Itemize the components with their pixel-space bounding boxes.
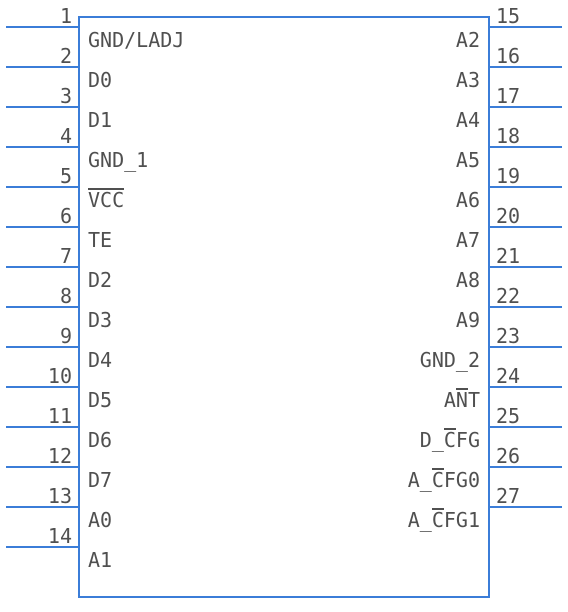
pin-label-right-24: ANT <box>260 388 480 412</box>
pin-label-right-16: A3 <box>260 68 480 92</box>
pin-label-left-5: VCC <box>88 188 288 212</box>
pin-label-left-1: GND/LADJ <box>88 28 288 52</box>
pin-number-16: 16 <box>496 44 556 68</box>
pin-number-12: 12 <box>6 444 72 468</box>
pin-number-26: 26 <box>496 444 556 468</box>
pin-number-9: 9 <box>6 324 72 348</box>
pin-label-left-14: A1 <box>88 548 288 572</box>
pin-number-21: 21 <box>496 244 556 268</box>
pin-number-10: 10 <box>6 364 72 388</box>
pin-label-right-19: A6 <box>260 188 480 212</box>
pin-label-left-3: D1 <box>88 108 288 132</box>
overline <box>432 468 444 470</box>
pin-label-left-11: D6 <box>88 428 288 452</box>
pin-label-left-2: D0 <box>88 68 288 92</box>
overline <box>88 188 124 190</box>
pin-label-right-17: A4 <box>260 108 480 132</box>
pin-number-23: 23 <box>496 324 556 348</box>
pin-label-right-20: A7 <box>260 228 480 252</box>
pin-number-17: 17 <box>496 84 556 108</box>
pin-number-8: 8 <box>6 284 72 308</box>
pin-label-right-27: A_CFG1 <box>260 508 480 532</box>
pin-label-right-21: A8 <box>260 268 480 292</box>
pin-label-left-13: A0 <box>88 508 288 532</box>
pin-number-11: 11 <box>6 404 72 428</box>
pin-number-19: 19 <box>496 164 556 188</box>
pin-number-14: 14 <box>6 524 72 548</box>
pin-number-13: 13 <box>6 484 72 508</box>
overline <box>432 508 444 510</box>
pin-label-left-6: TE <box>88 228 288 252</box>
pin-label-right-15: A2 <box>260 28 480 52</box>
pin-number-22: 22 <box>496 284 556 308</box>
overline <box>456 388 468 390</box>
pin-number-15: 15 <box>496 4 556 28</box>
pin-label-right-18: A5 <box>260 148 480 172</box>
pin-label-left-10: D5 <box>88 388 288 412</box>
pin-number-2: 2 <box>6 44 72 68</box>
pin-label-right-22: A9 <box>260 308 480 332</box>
pin-label-left-9: D4 <box>88 348 288 372</box>
overline <box>444 428 456 430</box>
pin-number-27: 27 <box>496 484 556 508</box>
pin-number-7: 7 <box>6 244 72 268</box>
pin-number-24: 24 <box>496 364 556 388</box>
pin-number-3: 3 <box>6 84 72 108</box>
pin-label-right-26: A_CFG0 <box>260 468 480 492</box>
pin-number-18: 18 <box>496 124 556 148</box>
pin-number-20: 20 <box>496 204 556 228</box>
pin-label-left-12: D7 <box>88 468 288 492</box>
pin-label-right-25: D_CFG <box>260 428 480 452</box>
pin-number-4: 4 <box>6 124 72 148</box>
pin-number-6: 6 <box>6 204 72 228</box>
pin-number-5: 5 <box>6 164 72 188</box>
pin-label-left-7: D2 <box>88 268 288 292</box>
pin-label-left-8: D3 <box>88 308 288 332</box>
pin-label-right-23: GND_2 <box>260 348 480 372</box>
pin-number-1: 1 <box>6 4 72 28</box>
pin-number-25: 25 <box>496 404 556 428</box>
pin-label-left-4: GND_1 <box>88 148 288 172</box>
